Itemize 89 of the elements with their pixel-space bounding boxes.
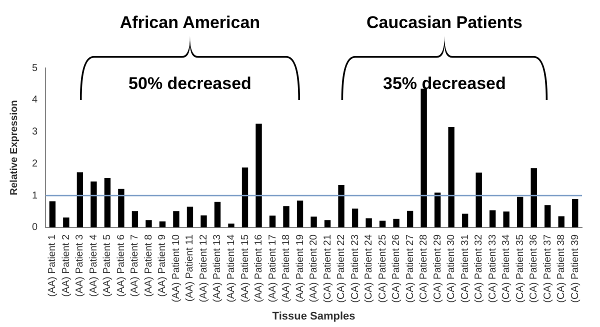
x-tick-label: (AA) Patient 13 xyxy=(212,234,224,302)
bar xyxy=(63,218,70,228)
text: Caucasian Patients xyxy=(366,13,522,32)
bar xyxy=(544,205,551,228)
y-tick-label: 3 xyxy=(32,126,38,138)
bar xyxy=(269,216,276,228)
bar xyxy=(49,201,56,228)
bar xyxy=(228,224,234,228)
y-tick-label: 1 xyxy=(32,190,38,202)
bar xyxy=(90,182,97,228)
x-tick-label: (CA) Patient 34 xyxy=(501,234,512,303)
annotation: 50% decreased xyxy=(128,74,252,93)
x-tick-label: (AA) Patient 7 xyxy=(130,234,141,297)
bar xyxy=(366,218,372,228)
x-tick-label: (AA) Patient 18 xyxy=(281,234,292,302)
bar xyxy=(242,167,248,228)
bar xyxy=(324,220,331,228)
x-tick-label: (CA) Patient 22 xyxy=(336,234,348,303)
x-tick-label: (CA) Patient 35 xyxy=(514,234,526,303)
x-axis-title: Tissue Samples xyxy=(272,310,356,322)
x-tick-label: (CA) Patient 38 xyxy=(556,234,568,303)
bar xyxy=(558,216,564,228)
x-tick-label: (CA) Patient 28 xyxy=(418,234,430,303)
bar xyxy=(434,192,441,228)
x-tick-label: (CA) Patient 30 xyxy=(446,234,458,303)
x-tick-label: (CA) Patient 26 xyxy=(391,234,402,303)
x-tick-label: (CA) Patient 24 xyxy=(364,234,375,303)
bar xyxy=(146,220,152,228)
y-tick-label: 4 xyxy=(32,94,38,106)
bar xyxy=(200,215,207,228)
x-tick-label: (CA) Patient 36 xyxy=(528,234,540,303)
x-tick-label: (AA) Patient 12 xyxy=(198,234,210,302)
bar xyxy=(173,211,180,228)
text: African American xyxy=(120,13,260,32)
x-tick-label: (CA) Patient 23 xyxy=(350,234,361,303)
x-tick-label: (AA) Patient 19 xyxy=(294,234,306,302)
bar xyxy=(352,208,358,228)
bar xyxy=(256,124,262,228)
bar xyxy=(393,218,400,228)
bar xyxy=(448,126,454,228)
x-tick-label: (CA) Patient 37 xyxy=(542,234,554,303)
bar xyxy=(296,200,304,228)
bar xyxy=(490,210,496,228)
y-tick-label: 5 xyxy=(32,62,38,74)
x-tick-label: (AA) Patient 1 xyxy=(47,234,58,297)
bar xyxy=(503,211,510,228)
x-tick-label: (AA) Patient 15 xyxy=(240,234,251,302)
bar xyxy=(420,88,427,228)
x-tick-label: (AA) Patient 2 xyxy=(60,234,72,297)
x-tick-label: (CA) Patient 21 xyxy=(322,234,334,303)
y-tick-label: 0 xyxy=(32,222,38,234)
x-tick-label: (CA) Patient 31 xyxy=(460,234,471,303)
bar xyxy=(530,168,537,228)
bar xyxy=(406,210,414,228)
bar xyxy=(338,185,344,228)
bar xyxy=(476,172,482,228)
bar xyxy=(104,178,111,228)
x-tick-label: (AA) Patient 11 xyxy=(184,234,196,302)
bar xyxy=(462,214,468,228)
x-tick-label: (AA) Patient 4 xyxy=(88,234,100,297)
x-tick-label: (AA) Patient 8 xyxy=(143,234,154,297)
bar xyxy=(186,206,194,228)
bar xyxy=(214,202,221,228)
annotation: 35% decreased xyxy=(383,74,506,93)
x-tick-label: (AA) Patient 20 xyxy=(308,234,320,302)
x-tick-label: (AA) Patient 17 xyxy=(267,234,278,302)
bar xyxy=(310,216,317,228)
y-tick-label: 2 xyxy=(32,158,38,170)
x-tick-label: (CA) Patient 29 xyxy=(432,234,444,303)
y-axis-title: Relative Expression xyxy=(8,100,20,196)
x-tick-label: (AA) Patient 6 xyxy=(116,234,127,297)
x-tick-label: (CA) Patient 33 xyxy=(487,234,498,303)
bar xyxy=(517,196,524,228)
bar xyxy=(118,188,124,228)
bar xyxy=(132,211,138,228)
bar xyxy=(283,206,290,228)
bar xyxy=(76,172,84,228)
x-tick-label: (CA) Patient 39 xyxy=(570,234,581,303)
x-tick-label: (CA) Patient 25 xyxy=(377,234,388,303)
x-tick-label: (AA) Patient 5 xyxy=(102,234,114,297)
bar xyxy=(379,220,386,228)
x-tick-label: (AA) Patient 16 xyxy=(254,234,265,302)
bar xyxy=(572,199,578,228)
x-tick-label: (AA) Patient 10 xyxy=(170,234,182,302)
x-tick-label: (AA) Patient 9 xyxy=(157,234,168,297)
x-tick-label: (AA) Patient 3 xyxy=(74,234,86,297)
x-tick-label: (CA) Patient 27 xyxy=(404,234,416,303)
x-tick-label: (CA) Patient 32 xyxy=(474,234,485,303)
x-tick-label: (AA) Patient 14 xyxy=(226,234,237,302)
